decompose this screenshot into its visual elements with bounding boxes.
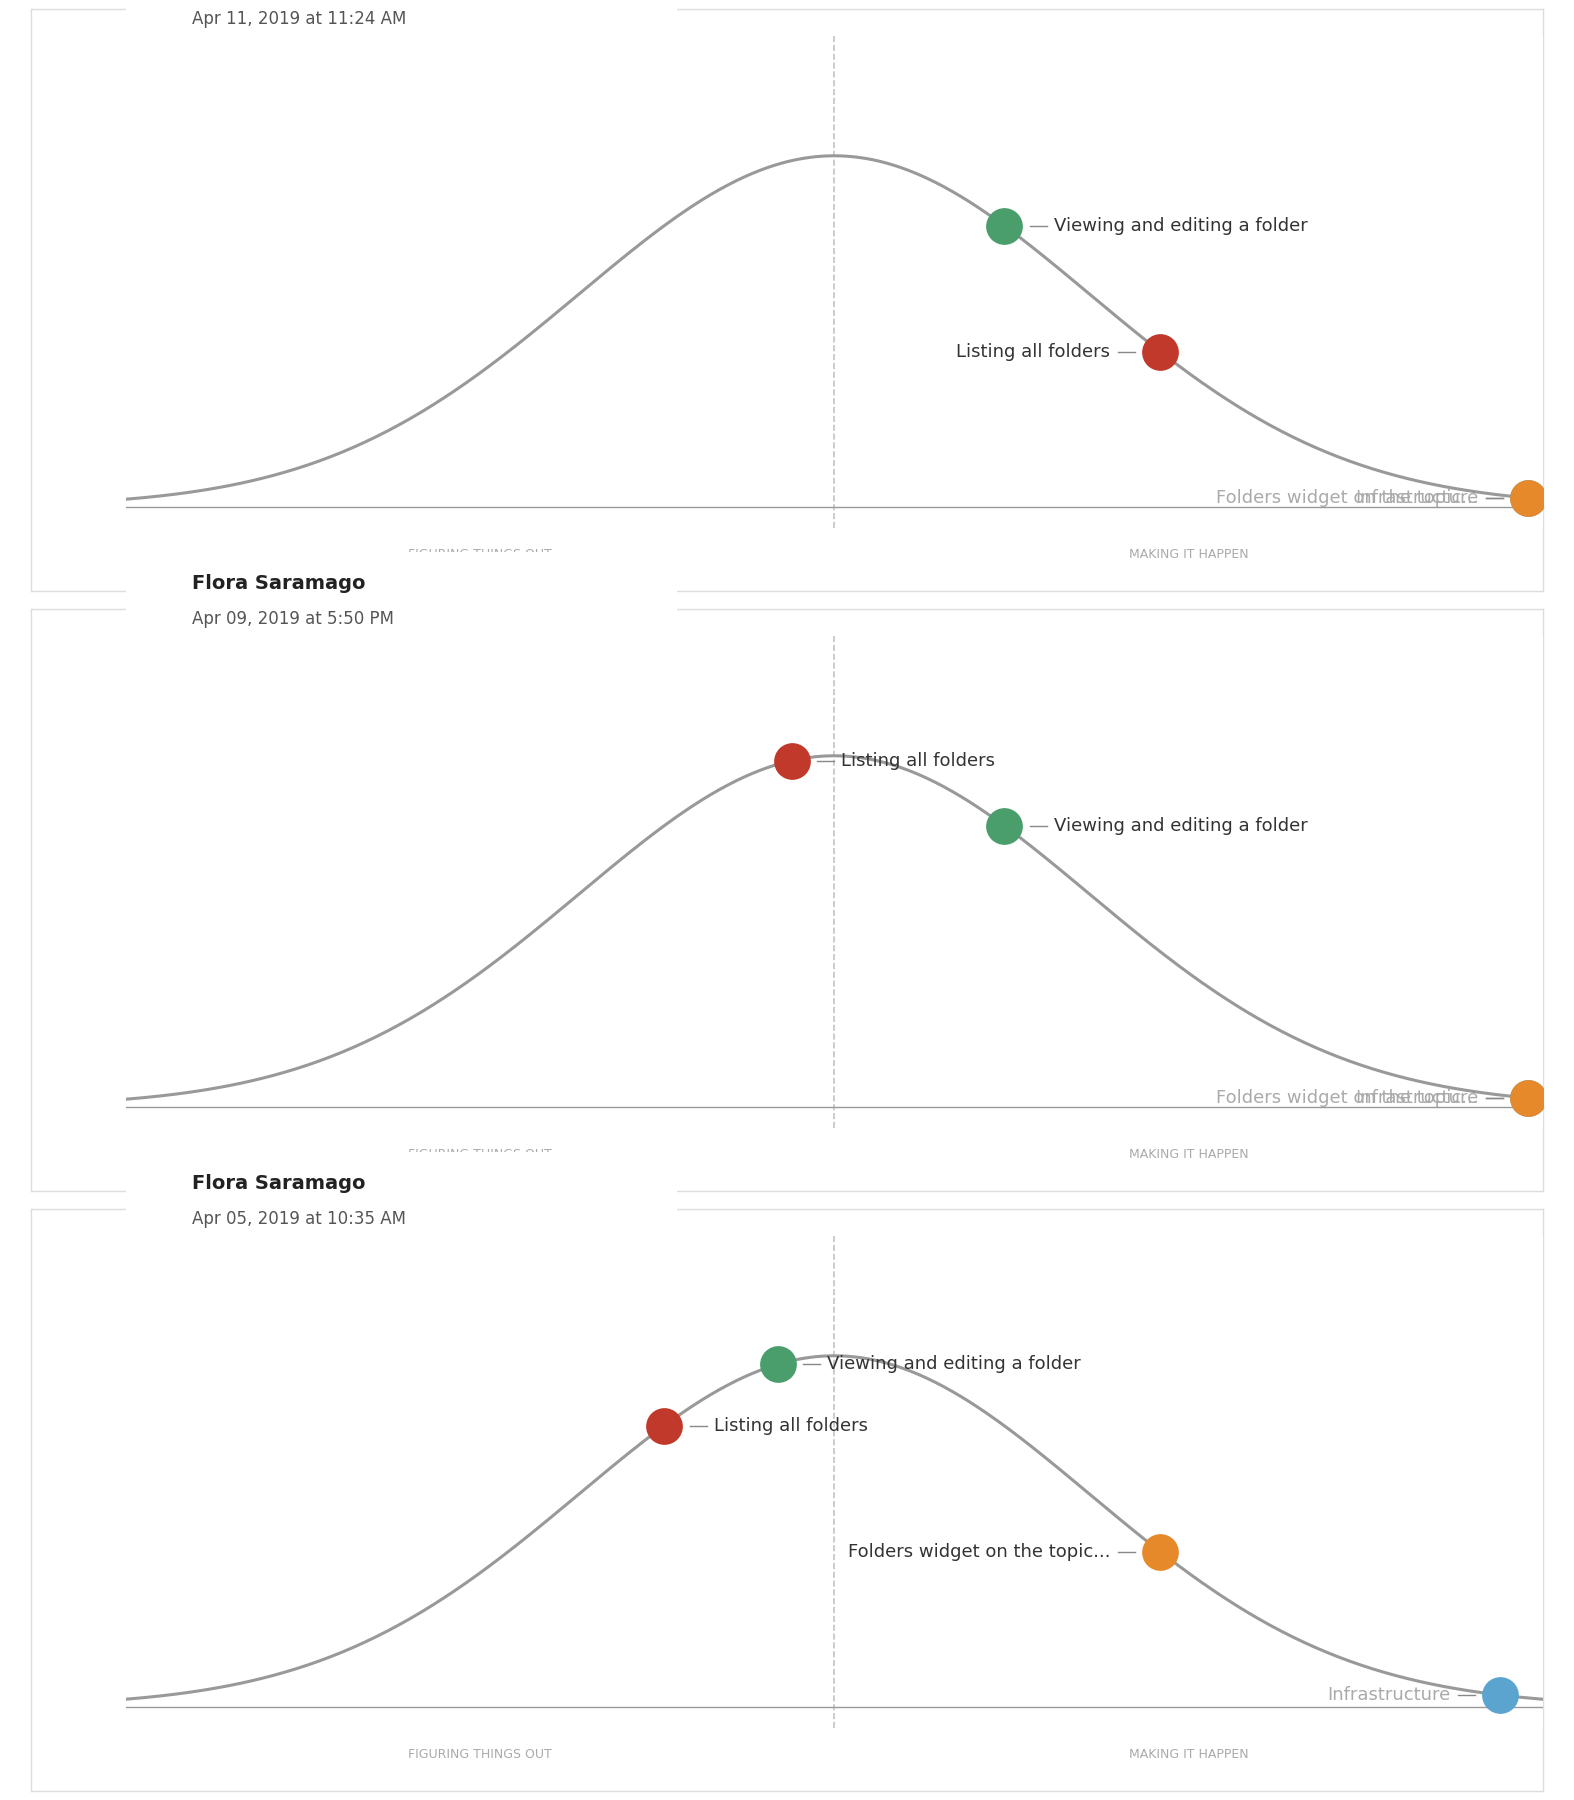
Point (1487, 1681, 1513, 1710)
Point (992, 812, 1017, 841)
Point (1516, 484, 1541, 513)
Point (779, 747, 804, 776)
Text: Infrastructure: Infrastructure (1355, 490, 1480, 508)
Text: FIGURING THINGS OUT: FIGURING THINGS OUT (408, 547, 552, 560)
Text: Folders widget on the topic...: Folders widget on the topic... (1217, 490, 1480, 508)
Point (652, 1411, 677, 1440)
Text: Flora Saramago: Flora Saramago (192, 574, 365, 592)
Text: Infrastructure: Infrastructure (1355, 1089, 1480, 1107)
Point (1516, 1084, 1541, 1112)
Point (1147, 337, 1173, 365)
Text: Infrastructure: Infrastructure (1327, 1687, 1450, 1705)
Point (1516, 1084, 1541, 1112)
Text: Apr 05, 2019 at 10:35 AM: Apr 05, 2019 at 10:35 AM (192, 1211, 406, 1229)
Point (765, 1350, 790, 1379)
Point (1147, 1537, 1173, 1566)
Text: Flora Saramago: Flora Saramago (192, 1174, 365, 1193)
Point (992, 211, 1017, 239)
Text: Folders widget on the topic...: Folders widget on the topic... (1217, 1089, 1480, 1107)
Text: Apr 11, 2019 at 11:24 AM: Apr 11, 2019 at 11:24 AM (192, 11, 406, 29)
Text: Listing all folders: Listing all folders (957, 342, 1110, 360)
Point (1516, 484, 1541, 513)
Text: Viewing and editing a folder: Viewing and editing a folder (1055, 817, 1308, 835)
Text: Apr 09, 2019 at 5:50 PM: Apr 09, 2019 at 5:50 PM (192, 610, 394, 628)
Text: Listing all folders: Listing all folders (715, 1417, 867, 1435)
Text: Viewing and editing a folder: Viewing and editing a folder (828, 1355, 1081, 1373)
Text: Folders widget on the topic...: Folders widget on the topic... (848, 1543, 1110, 1561)
Text: MAKING IT HAPPEN: MAKING IT HAPPEN (1129, 1748, 1248, 1760)
Text: Viewing and editing a folder: Viewing and editing a folder (1055, 216, 1308, 234)
Text: MAKING IT HAPPEN: MAKING IT HAPPEN (1129, 547, 1248, 560)
Text: FIGURING THINGS OUT: FIGURING THINGS OUT (408, 1148, 552, 1161)
Text: Listing all folders: Listing all folders (841, 752, 995, 770)
Text: FIGURING THINGS OUT: FIGURING THINGS OUT (408, 1748, 552, 1760)
Text: MAKING IT HAPPEN: MAKING IT HAPPEN (1129, 1148, 1248, 1161)
